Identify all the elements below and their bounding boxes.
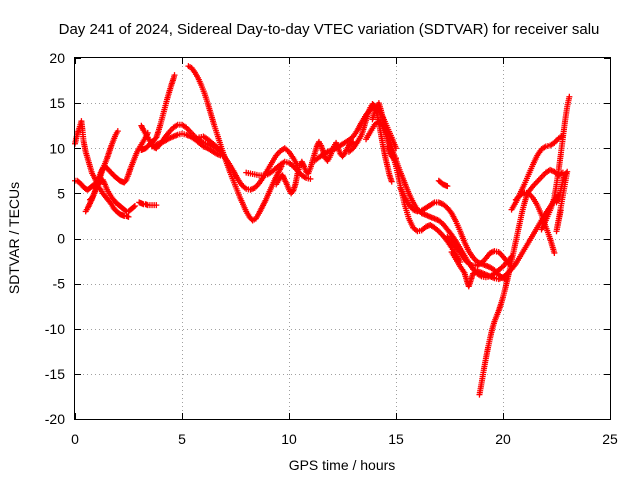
x-tick-label: 0: [71, 431, 79, 447]
series-sat-track-n: [345, 101, 395, 185]
x-tick-labels: 0 5 10 15 20 25: [71, 431, 618, 447]
y-tick-label: -5: [53, 276, 66, 292]
y-tick-label: 0: [57, 231, 65, 247]
y-tick-label: -15: [45, 366, 65, 382]
x-axis-label: GPS time / hours: [289, 457, 396, 473]
series-sat-track-j: [196, 133, 301, 193]
series-sat-track-s: [435, 177, 451, 190]
chart-title: Day 241 of 2024, Sidereal Day-to-day VTE…: [59, 21, 600, 38]
y-tick-label: 15: [49, 95, 65, 111]
data-point: [349, 139, 356, 146]
x-tick-label: 10: [281, 431, 297, 447]
series-sat-track-d: [86, 129, 151, 203]
series-sat-track-x: [512, 189, 558, 256]
data-points: [72, 63, 573, 398]
series-sat-track-r: [397, 184, 511, 284]
series-sat-track-t: [444, 233, 515, 270]
y-axis-label: SDTVAR / TECUs: [6, 182, 22, 294]
data-point: [444, 183, 451, 190]
y-tick-labels: -20 -15 -10 -5 0 5 10 15 20: [45, 50, 65, 427]
series-sat-track-e: [136, 199, 160, 209]
y-tick-label: 5: [57, 185, 65, 201]
series-sat-track-a: [72, 118, 138, 215]
series-sat-track-g: [138, 121, 224, 154]
x-tick-label: 15: [388, 431, 404, 447]
plot-frame: [74, 57, 611, 420]
x-tick-label: 5: [178, 431, 186, 447]
y-tick-label: -10: [45, 321, 65, 337]
axis-ticks: [75, 58, 611, 420]
data-point: [130, 203, 137, 210]
series-sat-track-i: [185, 63, 285, 224]
data-point: [153, 202, 160, 209]
series-sat-track-f: [138, 72, 178, 154]
data-point: [393, 155, 399, 162]
data-point: [566, 93, 573, 100]
data-point: [307, 175, 314, 182]
data-point: [388, 178, 395, 185]
x-tick-label: 20: [495, 431, 511, 447]
data-point: [125, 213, 132, 220]
series-sat-track-q: [384, 143, 399, 163]
data-point: [557, 207, 564, 214]
series-sat-track-b: [72, 177, 132, 220]
series-sat-track-h: [149, 130, 224, 159]
x-tick-label: 25: [602, 431, 618, 447]
series-sat-track-y: [538, 93, 573, 233]
y-tick-label: 20: [49, 50, 65, 66]
y-tick-label: -20: [45, 411, 65, 427]
data-point: [114, 128, 121, 135]
data-point: [131, 203, 138, 210]
data-point: [551, 249, 558, 256]
series-sat-track-w: [508, 132, 566, 213]
series-sat-track-z: [553, 168, 571, 235]
grid-lines: [75, 58, 610, 419]
data-point: [171, 72, 178, 79]
y-tick-label: 10: [49, 140, 65, 156]
